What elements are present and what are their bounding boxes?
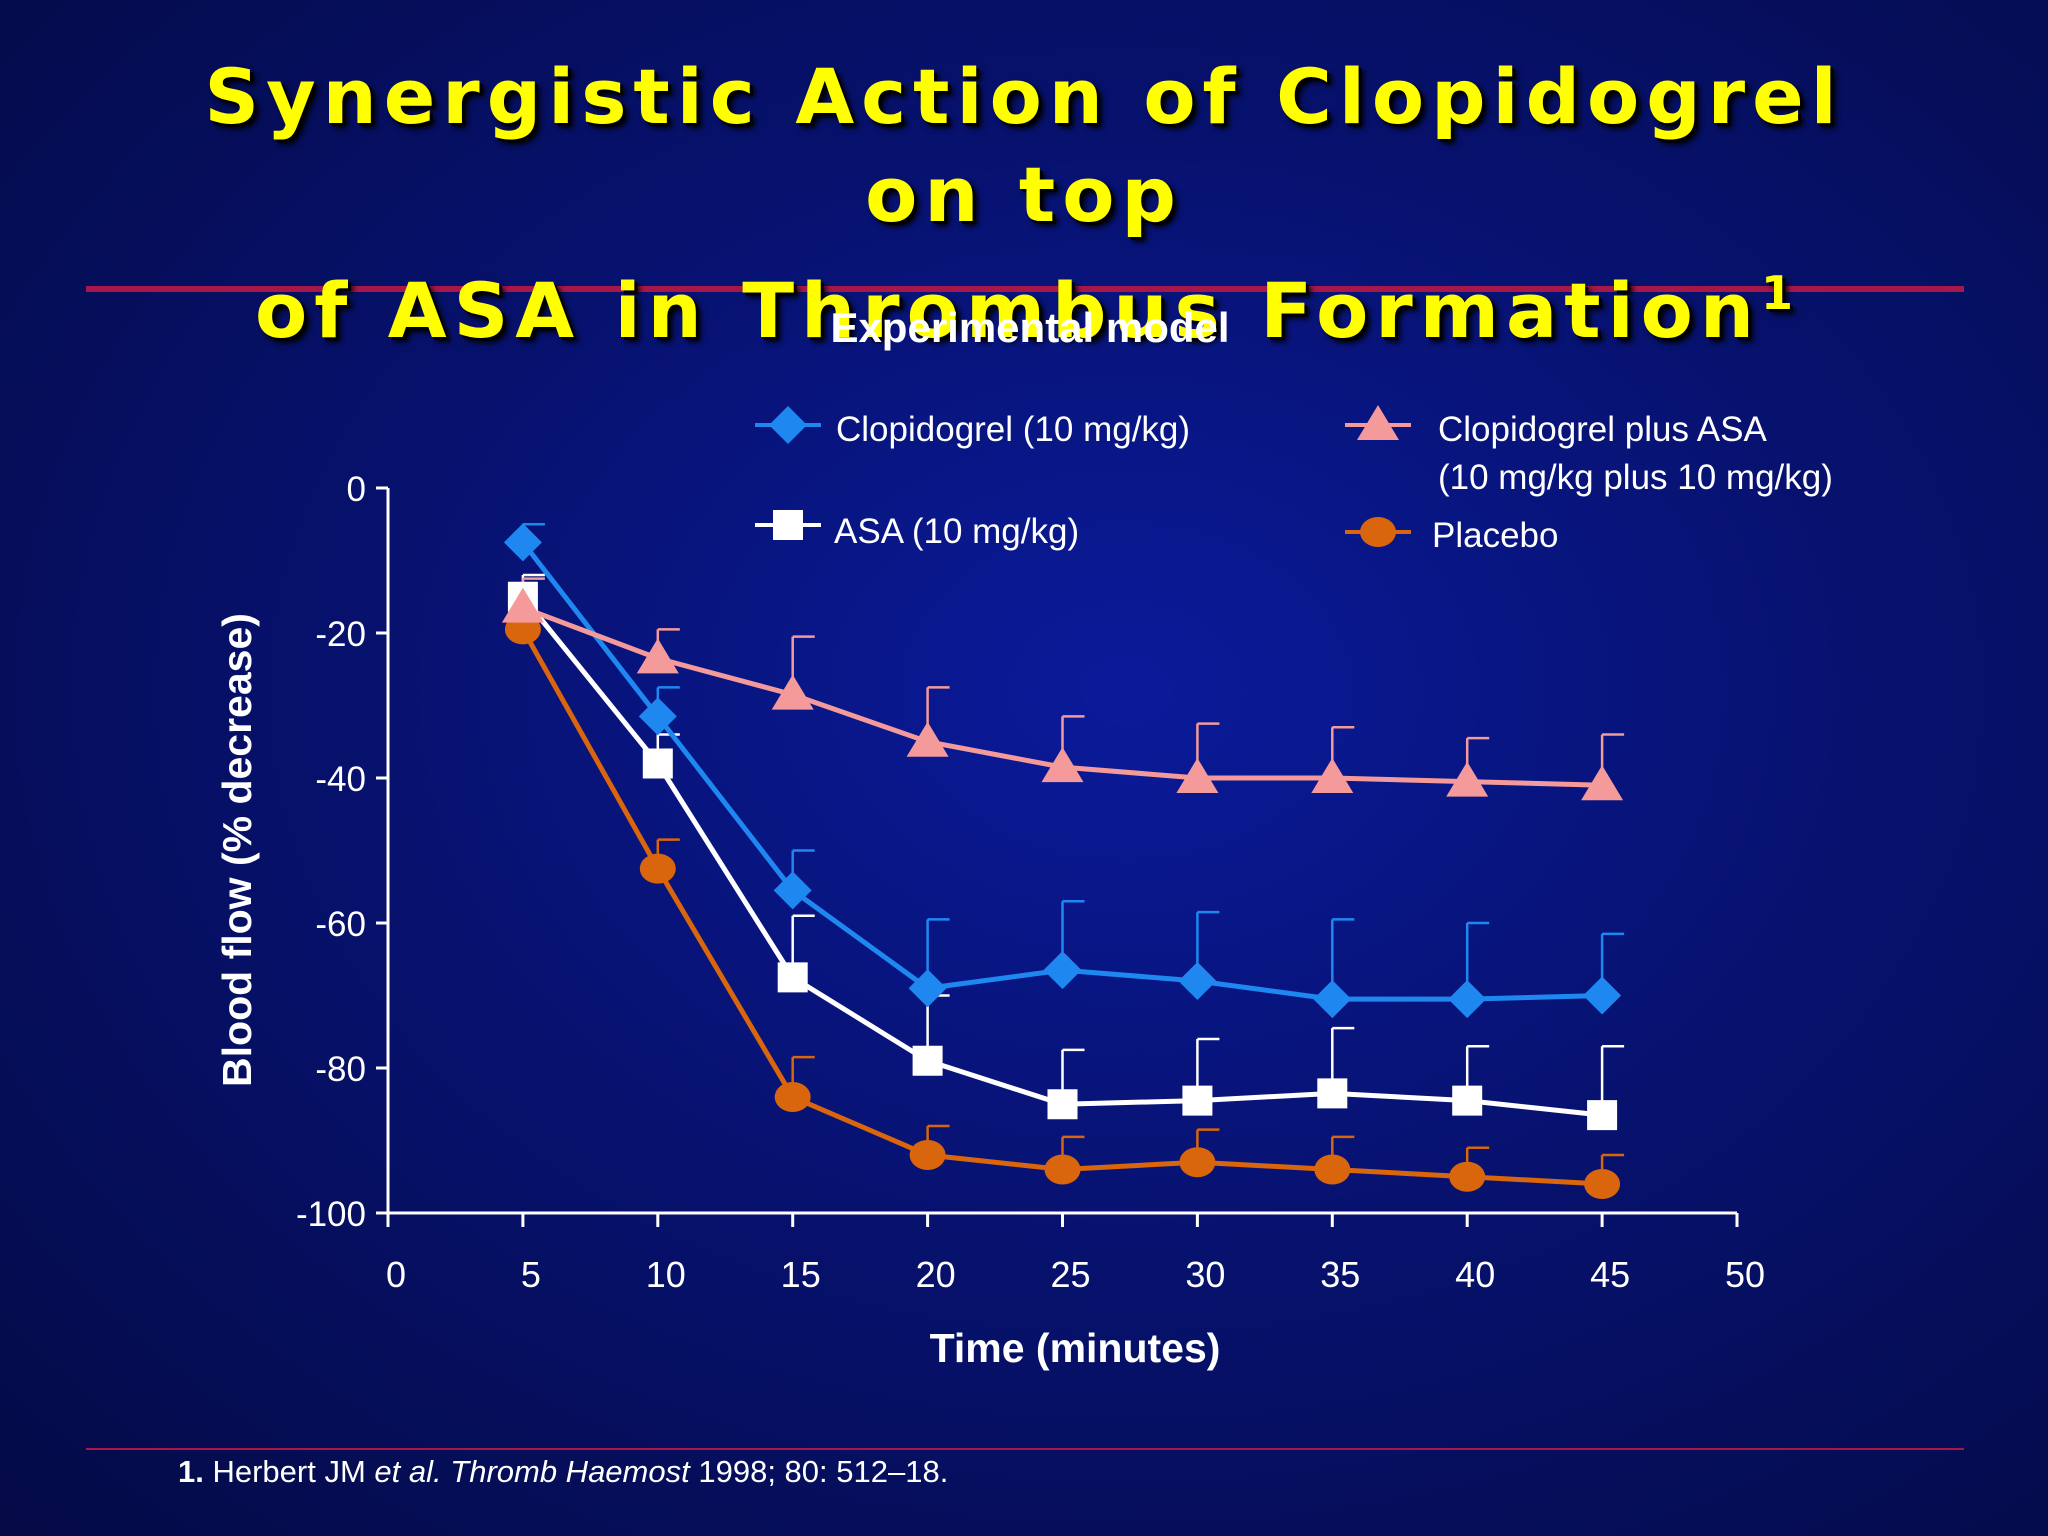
data-point-square bbox=[1452, 1085, 1483, 1116]
data-point-circle bbox=[1314, 1154, 1351, 1185]
citation-journal: Thromb Haemost bbox=[450, 1454, 690, 1489]
data-point-triangle bbox=[501, 587, 544, 623]
slide-title: Synergistic Action of Clopidogrel on top… bbox=[0, 48, 2048, 360]
y-tick-label: -40 bbox=[315, 760, 366, 799]
legend-marker-diamond bbox=[769, 406, 807, 444]
x-tick-label: 5 bbox=[521, 1254, 541, 1295]
citation: 1. Herbert JM et al. Thromb Haemost 1998… bbox=[178, 1452, 948, 1492]
legend-marker-square bbox=[773, 510, 803, 540]
series-line bbox=[520, 595, 1603, 1118]
legend-label: ASA (10 mg/kg) bbox=[834, 512, 1079, 551]
citation-authors: Herbert JM bbox=[212, 1454, 366, 1489]
title-line-3: of ASA in Thrombus Formation1 bbox=[0, 244, 2048, 360]
data-point-triangle bbox=[1176, 758, 1219, 793]
data-point-circle bbox=[1044, 1154, 1081, 1185]
data-point-circle bbox=[909, 1140, 946, 1170]
footer-divider-line bbox=[86, 1448, 1964, 1450]
x-tick-label: 45 bbox=[1590, 1254, 1630, 1295]
data-point-diamond bbox=[1043, 951, 1082, 990]
data-point-triangle bbox=[771, 674, 814, 710]
title-line-3-text: of ASA in Thrombus Formation bbox=[255, 266, 1761, 355]
x-axis-label: Time (minutes) bbox=[930, 1325, 1221, 1371]
legend-marker-circle bbox=[1360, 517, 1396, 547]
legend-marker-triangle bbox=[1357, 405, 1399, 440]
data-point-diamond bbox=[1583, 976, 1622, 1015]
data-point-square bbox=[642, 748, 673, 779]
data-point-diamond bbox=[503, 523, 542, 562]
data-point-circle bbox=[639, 853, 676, 884]
x-tick-label: 20 bbox=[916, 1254, 956, 1295]
citation-number: 1. bbox=[178, 1454, 204, 1489]
legend-label: Clopidogrel (10 mg/kg) bbox=[836, 410, 1190, 449]
data-point-circle bbox=[1449, 1161, 1486, 1192]
data-point-circle bbox=[1179, 1147, 1216, 1178]
data-point-square bbox=[1317, 1078, 1348, 1109]
x-tick-label: 30 bbox=[1185, 1254, 1225, 1295]
data-point-square bbox=[777, 962, 808, 993]
y-tick-label: -60 bbox=[315, 905, 366, 944]
data-point-diamond bbox=[1313, 980, 1352, 1019]
x-tick-label: 50 bbox=[1725, 1254, 1765, 1295]
data-point-diamond bbox=[908, 969, 947, 1008]
data-point-square bbox=[912, 1045, 943, 1076]
citation-etal: et al. bbox=[374, 1454, 442, 1489]
title-line-2: on top bbox=[865, 150, 1183, 239]
y-tick-label: 0 bbox=[347, 470, 366, 509]
data-point-diamond bbox=[1178, 962, 1217, 1000]
title-line-1: Synergistic Action of Clopidogrel bbox=[204, 52, 1844, 141]
data-point-diamond bbox=[638, 697, 677, 736]
x-tick-label: 40 bbox=[1455, 1254, 1495, 1295]
legend-label: Clopidogrel plus ASA bbox=[1438, 410, 1767, 449]
x-tick-label: 35 bbox=[1320, 1254, 1360, 1295]
x-tick-label: 10 bbox=[646, 1254, 686, 1295]
data-point-triangle bbox=[906, 721, 949, 757]
data-point-square bbox=[1587, 1100, 1618, 1131]
chart-title: Experimental model bbox=[830, 304, 1229, 351]
y-axis-label: Blood flow (% decrease) bbox=[214, 613, 260, 1087]
data-point-triangle bbox=[1041, 747, 1084, 783]
data-point-triangle bbox=[1311, 758, 1354, 793]
data-point-triangle bbox=[1446, 761, 1489, 797]
x-tick-label: 0 bbox=[386, 1254, 406, 1295]
title-superscript: 1 bbox=[1760, 266, 1793, 320]
y-tick-label: -20 bbox=[315, 615, 366, 654]
y-tick-label: -100 bbox=[296, 1195, 366, 1234]
x-tick-label: 15 bbox=[781, 1254, 821, 1295]
legend-label: (10 mg/kg plus 10 mg/kg) bbox=[1438, 458, 1833, 497]
data-point-square bbox=[1047, 1089, 1078, 1120]
data-point-triangle bbox=[1581, 765, 1624, 801]
y-tick-label: -80 bbox=[315, 1050, 366, 1089]
data-point-circle bbox=[774, 1082, 811, 1112]
legend-label: Placebo bbox=[1432, 516, 1558, 555]
data-point-diamond bbox=[1448, 980, 1487, 1019]
title-divider-line bbox=[86, 286, 1964, 292]
citation-details: 1998; 80: 512–18. bbox=[698, 1454, 949, 1489]
x-tick-label: 25 bbox=[1050, 1254, 1090, 1295]
data-point-triangle bbox=[636, 638, 679, 674]
data-point-circle bbox=[1584, 1169, 1621, 1199]
data-point-diamond bbox=[773, 871, 812, 910]
data-point-square bbox=[1182, 1085, 1213, 1116]
